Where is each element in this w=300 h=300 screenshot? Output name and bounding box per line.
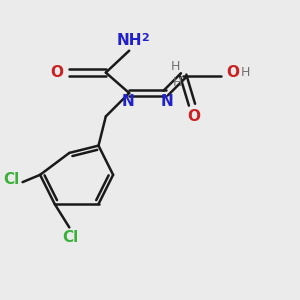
Text: O: O [187, 109, 200, 124]
Text: N: N [161, 94, 173, 110]
Text: Cl: Cl [3, 172, 20, 187]
Text: H: H [171, 60, 181, 73]
Text: O: O [226, 65, 239, 80]
Text: N: N [121, 94, 134, 110]
Text: Cl: Cl [63, 230, 79, 245]
Text: H: H [173, 76, 182, 89]
Text: H: H [241, 66, 250, 79]
Text: NH: NH [116, 33, 142, 48]
Text: O: O [50, 65, 64, 80]
Text: 2: 2 [141, 33, 149, 43]
